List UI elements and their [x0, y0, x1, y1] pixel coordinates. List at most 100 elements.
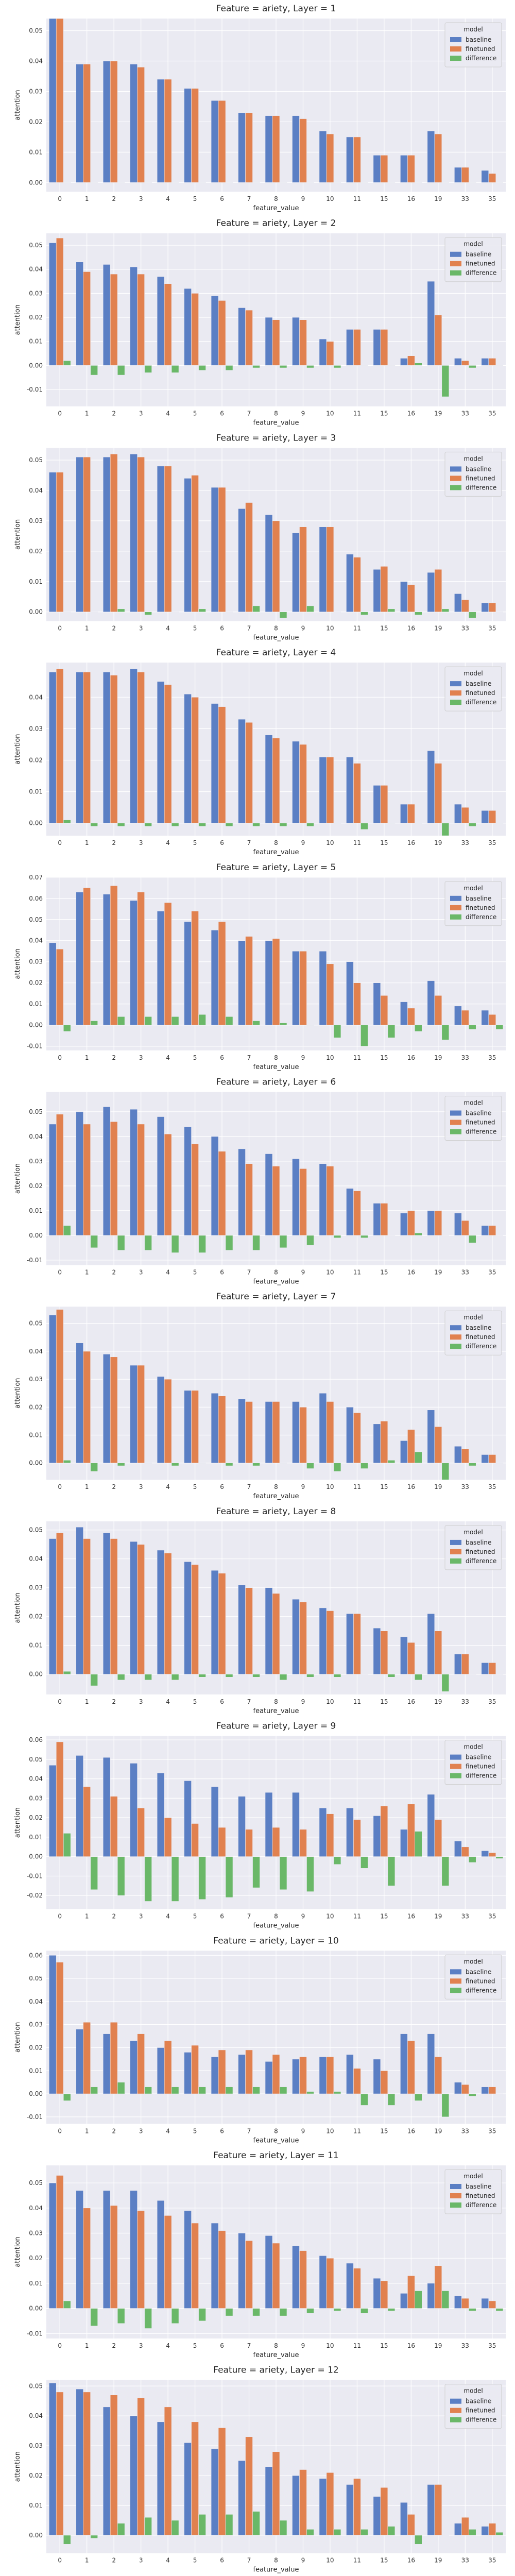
bar-finetuned [434, 1819, 442, 1857]
legend-title: model [464, 670, 483, 677]
y-axis-label: attention [14, 1163, 22, 1194]
bar-difference [415, 363, 422, 366]
x-tick-label: 3 [139, 2127, 143, 2134]
bar-baseline [157, 276, 165, 366]
bar-baseline [184, 288, 192, 366]
bar-difference [117, 1463, 125, 1466]
x-axis-label: feature_value [253, 205, 299, 212]
bar-finetuned [326, 1166, 334, 1236]
x-tick-label: 6 [220, 624, 224, 632]
legend: model baseline finetuned difference [444, 237, 502, 282]
x-axis-label: feature_value [253, 2137, 299, 2144]
legend-title: model [464, 1958, 483, 1965]
bar-finetuned [353, 2068, 361, 2094]
bar-difference [415, 1451, 422, 1463]
x-tick-label: 10 [326, 1054, 334, 1061]
chart-title: Feature = ariety, Layer = 9 [216, 1721, 336, 1732]
bar-finetuned [407, 2514, 415, 2536]
legend-label-finetuned: finetuned [466, 474, 495, 482]
bar-baseline [211, 703, 219, 823]
bar-baseline [211, 1136, 219, 1236]
bar-finetuned [191, 1144, 199, 1236]
x-tick-label: 7 [247, 1913, 251, 1920]
bar-baseline [373, 569, 381, 613]
bar-finetuned [434, 2265, 442, 2309]
bar-difference [63, 612, 71, 613]
bar-difference [252, 2511, 260, 2536]
y-tick-label: 0.06 [29, 1736, 43, 1743]
y-tick-label: 0.01 [29, 1001, 43, 1008]
bar-finetuned [245, 722, 253, 823]
legend: model baseline finetuned difference [444, 22, 502, 67]
bar-difference [495, 365, 504, 366]
x-tick-label: 5 [193, 2127, 197, 2134]
bar-difference [468, 1856, 476, 1863]
bar-difference [360, 612, 368, 615]
bar-baseline [373, 785, 381, 823]
bar-baseline [157, 2047, 165, 2094]
bar-baseline [319, 2255, 327, 2309]
x-tick-label: 8 [274, 2342, 278, 2349]
bar-difference [415, 823, 422, 824]
bar-finetuned [83, 1538, 91, 1675]
bar-difference [90, 365, 98, 376]
bar-baseline [184, 88, 192, 183]
bar-finetuned [326, 963, 334, 1025]
y-tick-label: 0.01 [29, 1431, 43, 1438]
bar-difference [171, 182, 179, 183]
x-tick-label: 10 [326, 2127, 334, 2134]
y-tick-label: 0.04 [29, 1998, 43, 2005]
legend-label-finetuned: finetuned [466, 260, 495, 267]
x-tick-label: 19 [434, 624, 442, 632]
chart-title: Feature = ariety, Layer = 6 [216, 1077, 336, 1088]
x-tick-label: 16 [407, 624, 415, 632]
chart-panel-11: Feature = ariety, Layer = 11 -0.01 0.00 0.0… [14, 2150, 506, 2359]
chart-title: Feature = ariety, Layer = 5 [216, 862, 336, 873]
bar-finetuned [110, 2022, 118, 2094]
y-tick-label: 0.06 [29, 1952, 43, 1959]
x-tick-label: 7 [247, 1483, 251, 1490]
bar-finetuned [380, 1806, 388, 1857]
bar-baseline [292, 741, 300, 823]
legend: model baseline finetuned difference [444, 881, 502, 926]
bar-difference [360, 1463, 368, 1469]
bar-difference [415, 1232, 422, 1236]
bar-finetuned [326, 1611, 334, 1674]
bar-finetuned [245, 2240, 253, 2309]
bar-baseline [292, 533, 300, 613]
bar-finetuned [110, 1538, 118, 1675]
bar-baseline [319, 757, 327, 823]
bar-baseline [48, 1765, 57, 1857]
bar-difference [90, 1856, 98, 1890]
x-tick-label: 6 [220, 1054, 224, 1061]
bar-baseline [400, 1636, 408, 1674]
bar-difference [306, 1674, 314, 1677]
bar-difference [279, 1023, 287, 1025]
bar-difference [171, 1235, 179, 1253]
bar-baseline [265, 317, 273, 366]
x-tick-label: 33 [461, 839, 469, 846]
y-tick-label: 0.05 [29, 1108, 43, 1115]
bar-difference [306, 1235, 314, 1246]
bar-baseline [427, 1613, 435, 1675]
bar-difference [441, 608, 450, 613]
bar-difference [198, 182, 206, 183]
x-tick-label: 16 [407, 2342, 415, 2349]
legend-swatch-baseline [450, 1754, 461, 1760]
x-tick-label: 8 [274, 195, 278, 202]
bar-finetuned [137, 2398, 145, 2536]
bar-difference [252, 365, 260, 368]
bar-baseline [400, 581, 408, 613]
y-tick-label: 0.04 [29, 58, 43, 65]
bar-difference [117, 2308, 125, 2324]
x-tick-label: 6 [220, 2342, 224, 2349]
legend: model baseline finetuned difference [444, 1310, 502, 1355]
x-tick-label: 10 [326, 1483, 334, 1490]
x-tick-label: 4 [166, 1698, 170, 1705]
y-tick-label: 0.01 [29, 1207, 43, 1214]
bar-baseline [76, 456, 84, 613]
bar-baseline [157, 2200, 165, 2309]
bar-difference [360, 2308, 368, 2314]
bar-difference [468, 1463, 476, 1466]
bar-baseline [454, 358, 462, 366]
